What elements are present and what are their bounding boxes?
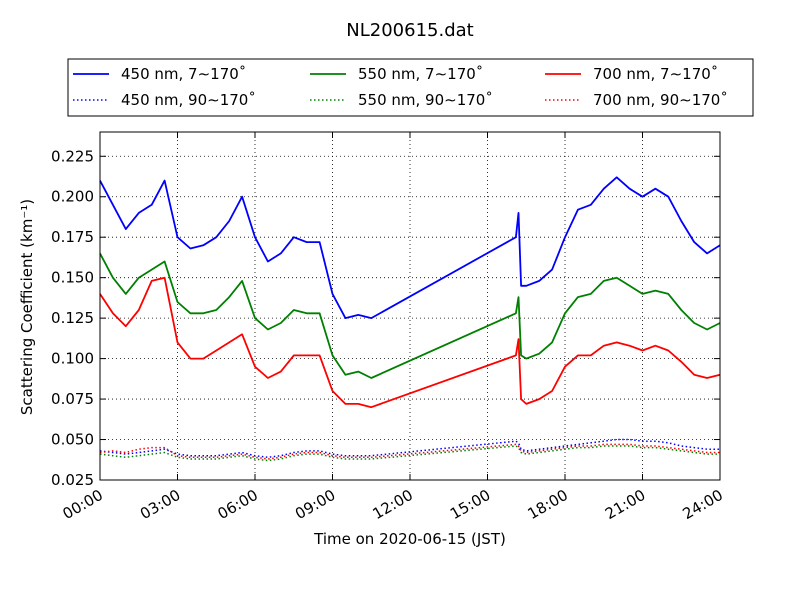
legend-label: 450 nm, 90∼170˚ bbox=[121, 91, 256, 109]
legend: 450 nm, 7∼170˚ 550 nm, 7∼170˚ 700 nm, 7∼17… bbox=[67, 58, 754, 117]
y-tick-label: 0.025 bbox=[51, 471, 94, 489]
legend-label: 700 nm, 7∼170˚ bbox=[593, 65, 718, 83]
series-layer bbox=[99, 176, 721, 462]
y-tick-label: 0.150 bbox=[51, 269, 94, 287]
legend-label: 550 nm, 90∼170˚ bbox=[358, 91, 493, 109]
x-tick-label: 03:00 bbox=[137, 486, 183, 523]
grid-lines bbox=[99, 132, 721, 481]
x-tick-label: 09:00 bbox=[292, 486, 338, 523]
legend-label: 450 nm, 7∼170˚ bbox=[121, 65, 246, 83]
y-tick-label: 0.125 bbox=[51, 309, 94, 327]
y-tick-label: 0.225 bbox=[51, 147, 94, 165]
y-axis-ticks: 0.025 0.050 0.075 0.100 0.125 0.150 0.175 0.200… bbox=[51, 147, 720, 489]
y-tick-label: 0.200 bbox=[51, 188, 94, 206]
y-axis-label: Scattering Coefficient (km⁻¹) bbox=[18, 199, 36, 415]
x-tick-label: 00:00 bbox=[60, 486, 106, 523]
series-line bbox=[99, 443, 720, 460]
x-tick-label: 15:00 bbox=[447, 486, 493, 523]
y-tick-label: 0.075 bbox=[51, 390, 94, 408]
x-axis-label: Time on 2020-06-15 (JST) bbox=[313, 530, 506, 548]
x-tick-label: 06:00 bbox=[215, 486, 261, 523]
x-tick-label: 12:00 bbox=[370, 486, 416, 523]
legend-label: 700 nm, 90∼170˚ bbox=[593, 91, 728, 109]
x-tick-label: 18:00 bbox=[525, 486, 571, 523]
y-tick-label: 0.175 bbox=[51, 228, 94, 246]
x-tick-label: 21:00 bbox=[602, 486, 648, 523]
series-line bbox=[99, 176, 721, 320]
series-line bbox=[99, 252, 721, 379]
legend-box bbox=[67, 58, 754, 117]
legend-label: 550 nm, 7∼170˚ bbox=[358, 65, 483, 83]
y-tick-label: 0.050 bbox=[51, 431, 94, 449]
series-line bbox=[99, 276, 721, 409]
chart-title: NL200615.dat bbox=[346, 20, 473, 41]
x-tick-label: 24:00 bbox=[680, 486, 726, 523]
y-tick-label: 0.100 bbox=[51, 350, 94, 368]
